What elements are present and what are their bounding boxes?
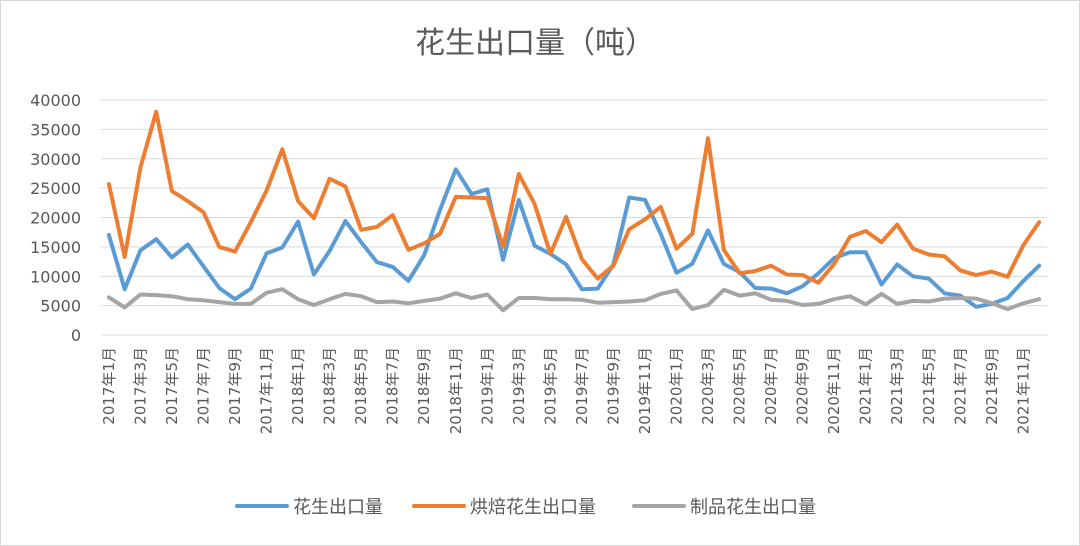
x-tick-label: 2018年11月 bbox=[447, 347, 465, 434]
y-tick-label: 40000 bbox=[30, 91, 81, 110]
x-tick-label: 2018年1月 bbox=[289, 347, 307, 425]
y-tick-label: 0 bbox=[71, 326, 81, 345]
x-tick-label: 2017年5月 bbox=[163, 347, 181, 425]
x-tick-label: 2020年9月 bbox=[794, 347, 812, 425]
x-tick-label: 2018年5月 bbox=[352, 347, 370, 425]
x-tick-label: 2018年9月 bbox=[415, 347, 433, 425]
y-tick-label: 35000 bbox=[30, 120, 81, 139]
x-tick-label: 2019年1月 bbox=[478, 347, 496, 425]
y-axis-ticks: 0 5000 10000 15000 20000 25000 30000 35000 40000 bbox=[30, 91, 81, 345]
x-axis-ticks: 2017年1月 2017年3月 2017年5月 2017年7月 2017年9月 2017年… bbox=[100, 347, 1032, 434]
x-tick-label: 2018年3月 bbox=[321, 347, 339, 425]
x-tick-label: 2018年7月 bbox=[384, 347, 402, 425]
x-tick-label: 2021年11月 bbox=[1014, 347, 1032, 434]
x-tick-label: 2017年11月 bbox=[258, 347, 276, 434]
series-line-2 bbox=[106, 109, 1042, 285]
x-tick-label: 2021年7月 bbox=[951, 347, 969, 425]
legend: 花生出口量 烘焙花生出口量 制品花生出口量 bbox=[235, 497, 816, 518]
y-tick-label: 20000 bbox=[30, 209, 81, 228]
x-tick-label: 2020年1月 bbox=[667, 347, 685, 425]
series-lines bbox=[106, 109, 1042, 313]
x-tick-label: 2021年9月 bbox=[983, 347, 1001, 425]
x-tick-label: 2020年5月 bbox=[731, 347, 749, 425]
x-tick-label: 2021年1月 bbox=[857, 347, 875, 425]
x-tick-label: 2021年3月 bbox=[888, 347, 906, 425]
x-tick-label: 2020年3月 bbox=[699, 347, 717, 425]
x-tick-label: 2020年11月 bbox=[825, 347, 843, 434]
x-tick-label: 2017年3月 bbox=[131, 347, 149, 425]
y-tick-label: 5000 bbox=[40, 297, 81, 316]
y-tick-label: 30000 bbox=[30, 150, 81, 169]
x-tick-label: 2017年7月 bbox=[194, 347, 212, 425]
x-tick-label: 2019年5月 bbox=[541, 347, 559, 425]
series-line-3 bbox=[106, 287, 1042, 313]
x-tick-label: 2019年7月 bbox=[573, 347, 591, 425]
legend-label-3: 制品花生出口量 bbox=[690, 497, 816, 518]
gridlines bbox=[101, 99, 1047, 336]
y-tick-label: 10000 bbox=[30, 267, 81, 286]
x-tick-label: 2017年9月 bbox=[226, 347, 244, 425]
x-tick-label: 2017年1月 bbox=[100, 347, 118, 425]
series-line-1 bbox=[106, 167, 1042, 309]
y-tick-label: 25000 bbox=[30, 179, 81, 198]
x-tick-label: 2020年7月 bbox=[762, 347, 780, 425]
y-tick-label: 15000 bbox=[30, 238, 81, 257]
legend-label-2: 烘焙花生出口量 bbox=[470, 497, 596, 518]
x-tick-label: 2019年11月 bbox=[636, 347, 654, 434]
x-tick-label: 2019年9月 bbox=[604, 347, 622, 425]
legend-label-1: 花生出口量 bbox=[293, 497, 383, 518]
x-tick-label: 2021年5月 bbox=[920, 347, 938, 425]
x-tick-label: 2019年3月 bbox=[510, 347, 528, 425]
chart-title: 花生出口量（吨） bbox=[415, 26, 655, 61]
